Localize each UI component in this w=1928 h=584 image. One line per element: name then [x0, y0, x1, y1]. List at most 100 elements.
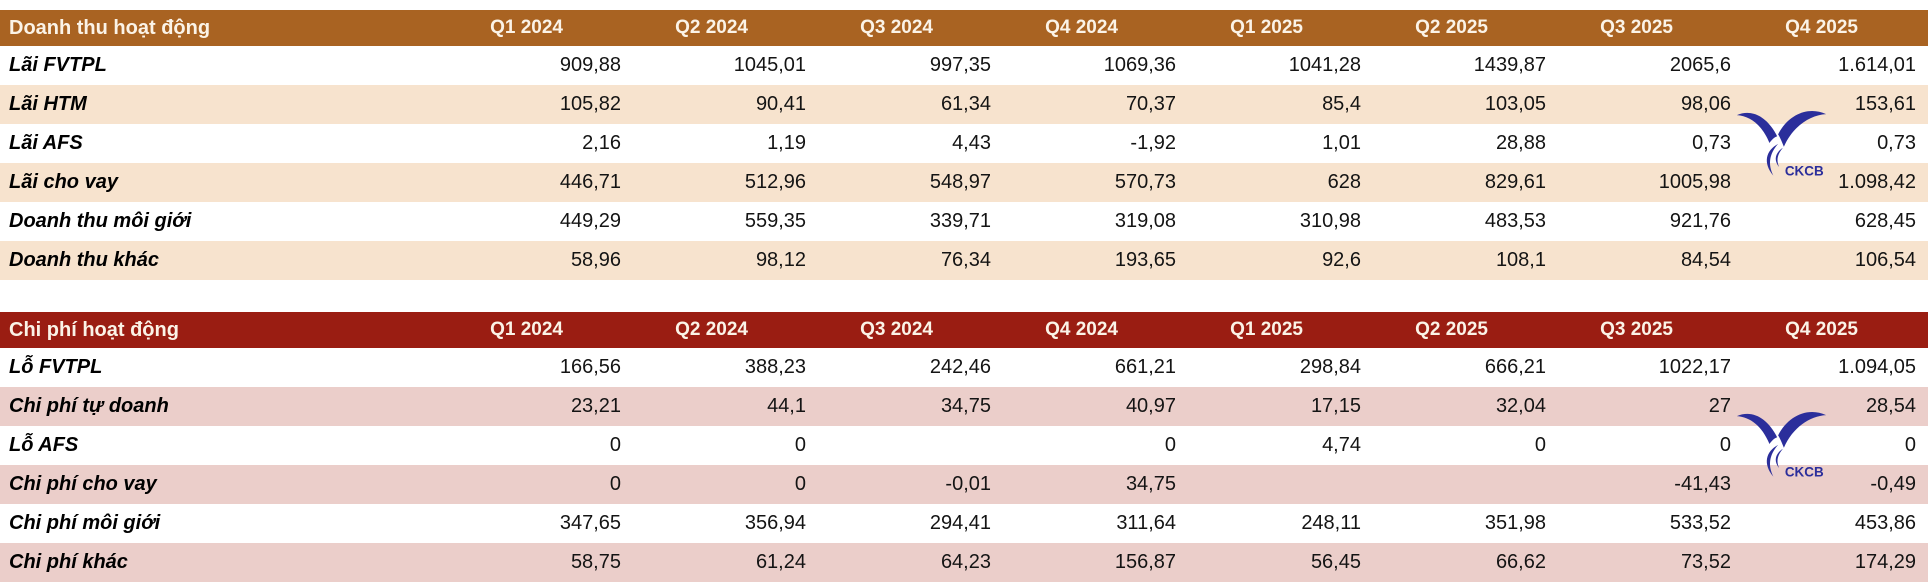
value-cell: 242,46 — [929, 356, 991, 378]
value-cell: 108,1 — [1495, 249, 1546, 271]
row-label: Doanh thu khác — [9, 249, 160, 271]
expense-table-title: Chi phí hoạt động — [0, 312, 448, 348]
value-cell: 32,04 — [1495, 395, 1546, 417]
expense-header-row: Chi phí hoạt động Q1 2024 Q2 2024 Q3 2024 Q… — [0, 312, 1928, 348]
table-row: Lãi cho vay 446,71 512,96 548,97 570,73 628 82… — [0, 163, 1928, 202]
table-row: Lãi FVTPL 909,88 1045,01 997,35 1069,36 1041,… — [0, 46, 1928, 85]
value-cell: 0 — [1719, 434, 1731, 456]
quarter-header: Q1 2024 — [448, 312, 633, 348]
value-cell: -41,43 — [1674, 473, 1731, 495]
value-cell: -0,01 — [945, 473, 991, 495]
value-cell: 1.614,01 — [1838, 54, 1916, 76]
quarter-header: Q2 2025 — [1373, 312, 1558, 348]
value-cell: 298,84 — [1299, 356, 1361, 378]
value-cell: 351,98 — [1484, 512, 1546, 534]
value-cell: 311,64 — [1116, 512, 1176, 534]
value-cell: 921,76 — [1669, 210, 1731, 232]
quarter-header: Q3 2025 — [1558, 10, 1743, 46]
table-row: Chi phí khác 58,75 61,24 64,23 156,87 56,45 66… — [0, 543, 1928, 582]
quarter-header: Q4 2025 — [1743, 10, 1928, 46]
value-cell — [818, 426, 1003, 465]
value-cell: 512,96 — [744, 171, 806, 193]
table-row: Lãi HTM 105,82 90,41 61,34 70,37 85,4 103,05 98… — [0, 85, 1928, 124]
value-cell: 548,97 — [929, 171, 991, 193]
row-label: Lãi AFS — [9, 132, 83, 154]
revenue-table: Doanh thu hoạt động Q1 2024 Q2 2024 Q3 202… — [0, 10, 1928, 280]
table-row: Doanh thu khác 58,96 98,12 76,34 193,65 92,6 1… — [0, 241, 1928, 280]
quarter-header: Q3 2024 — [818, 312, 1003, 348]
value-cell: 156,87 — [1114, 551, 1176, 573]
value-cell: 1022,17 — [1658, 356, 1731, 378]
value-cell: 0,73 — [1692, 132, 1731, 154]
quarter-header: Q1 2025 — [1188, 312, 1373, 348]
value-cell: 103,05 — [1484, 93, 1546, 115]
value-cell: 909,88 — [559, 54, 621, 76]
value-cell: 106,54 — [1854, 249, 1916, 271]
value-cell: 1,01 — [1322, 132, 1361, 154]
value-cell: 0 — [1904, 434, 1916, 456]
quarter-header: Q4 2025 — [1743, 312, 1928, 348]
value-cell: 85,4 — [1322, 93, 1361, 115]
value-cell: 166,56 — [559, 356, 621, 378]
value-cell: 70,37 — [1125, 93, 1176, 115]
quarter-header: Q4 2024 — [1003, 312, 1188, 348]
value-cell: 1,19 — [767, 132, 806, 154]
value-cell: 1041,28 — [1288, 54, 1361, 76]
quarter-header: Q4 2024 — [1003, 10, 1188, 46]
quarter-header: Q2 2024 — [633, 10, 818, 46]
value-cell: 1005,98 — [1658, 171, 1731, 193]
expense-table: Chi phí hoạt động Q1 2024 Q2 2024 Q3 2024 Q… — [0, 312, 1928, 582]
value-cell: 0 — [609, 434, 621, 456]
table-row: Chi phí môi giới 347,65 356,94 294,41 311,64… — [0, 504, 1928, 543]
value-cell: 570,73 — [1114, 171, 1176, 193]
value-cell: 90,41 — [755, 93, 806, 115]
revenue-header-row: Doanh thu hoạt động Q1 2024 Q2 2024 Q3 202… — [0, 10, 1928, 46]
value-cell: 61,34 — [940, 93, 991, 115]
value-cell: 339,71 — [929, 210, 991, 232]
row-label: Doanh thu môi giới — [9, 210, 192, 232]
revenue-table-title: Doanh thu hoạt động — [0, 10, 448, 46]
value-cell: 174,29 — [1854, 551, 1916, 573]
value-cell — [1373, 465, 1558, 504]
row-label: Chi phí cho vay — [9, 473, 157, 495]
value-cell: 449,29 — [559, 210, 621, 232]
value-cell: 453,86 — [1854, 512, 1916, 534]
value-cell: 40,97 — [1125, 395, 1176, 417]
value-cell: 66,62 — [1495, 551, 1546, 573]
row-label: Chi phí môi giới — [9, 512, 161, 534]
value-cell: 248,11 — [1301, 512, 1361, 534]
value-cell: 34,75 — [940, 395, 991, 417]
value-cell: 319,08 — [1114, 210, 1176, 232]
value-cell: 98,06 — [1680, 93, 1731, 115]
row-label: Lãi cho vay — [9, 171, 118, 193]
value-cell: 559,35 — [744, 210, 806, 232]
value-cell: 1045,01 — [733, 54, 806, 76]
value-cell: -0,49 — [1870, 473, 1916, 495]
value-cell: 294,41 — [929, 512, 991, 534]
row-label: Chi phí khác — [9, 551, 128, 573]
value-cell: 27 — [1708, 395, 1731, 417]
value-cell: -1,92 — [1130, 132, 1176, 154]
value-cell: 4,74 — [1322, 434, 1361, 456]
value-cell: 92,6 — [1322, 249, 1361, 271]
row-label: Lãi HTM — [9, 93, 87, 115]
quarter-header: Q1 2025 — [1188, 10, 1373, 46]
table-row: Doanh thu môi giới 449,29 559,35 339,71 319,… — [0, 202, 1928, 241]
value-cell: 356,94 — [744, 512, 806, 534]
value-cell: 347,65 — [559, 512, 621, 534]
value-cell: 193,65 — [1114, 249, 1176, 271]
value-cell: 533,52 — [1669, 512, 1731, 534]
value-cell: 84,54 — [1680, 249, 1731, 271]
value-cell: 0,73 — [1877, 132, 1916, 154]
row-label: Lãi FVTPL — [9, 54, 107, 76]
table-row: Lỗ FVTPL 166,56 388,23 242,46 661,21 298,84 66… — [0, 348, 1928, 387]
value-cell: 0 — [794, 434, 806, 456]
table-row: Chi phí cho vay 0 0 -0,01 34,75 -41,43 -0,49 — [0, 465, 1928, 504]
value-cell: 628 — [1327, 171, 1361, 193]
value-cell: 23,21 — [570, 395, 621, 417]
value-cell: 56,45 — [1310, 551, 1361, 573]
value-cell: 4,43 — [952, 132, 991, 154]
quarter-header: Q1 2024 — [448, 10, 633, 46]
table-row: Lỗ AFS 0 0 0 4,74 0 0 0 — [0, 426, 1928, 465]
value-cell: 44,1 — [767, 395, 806, 417]
